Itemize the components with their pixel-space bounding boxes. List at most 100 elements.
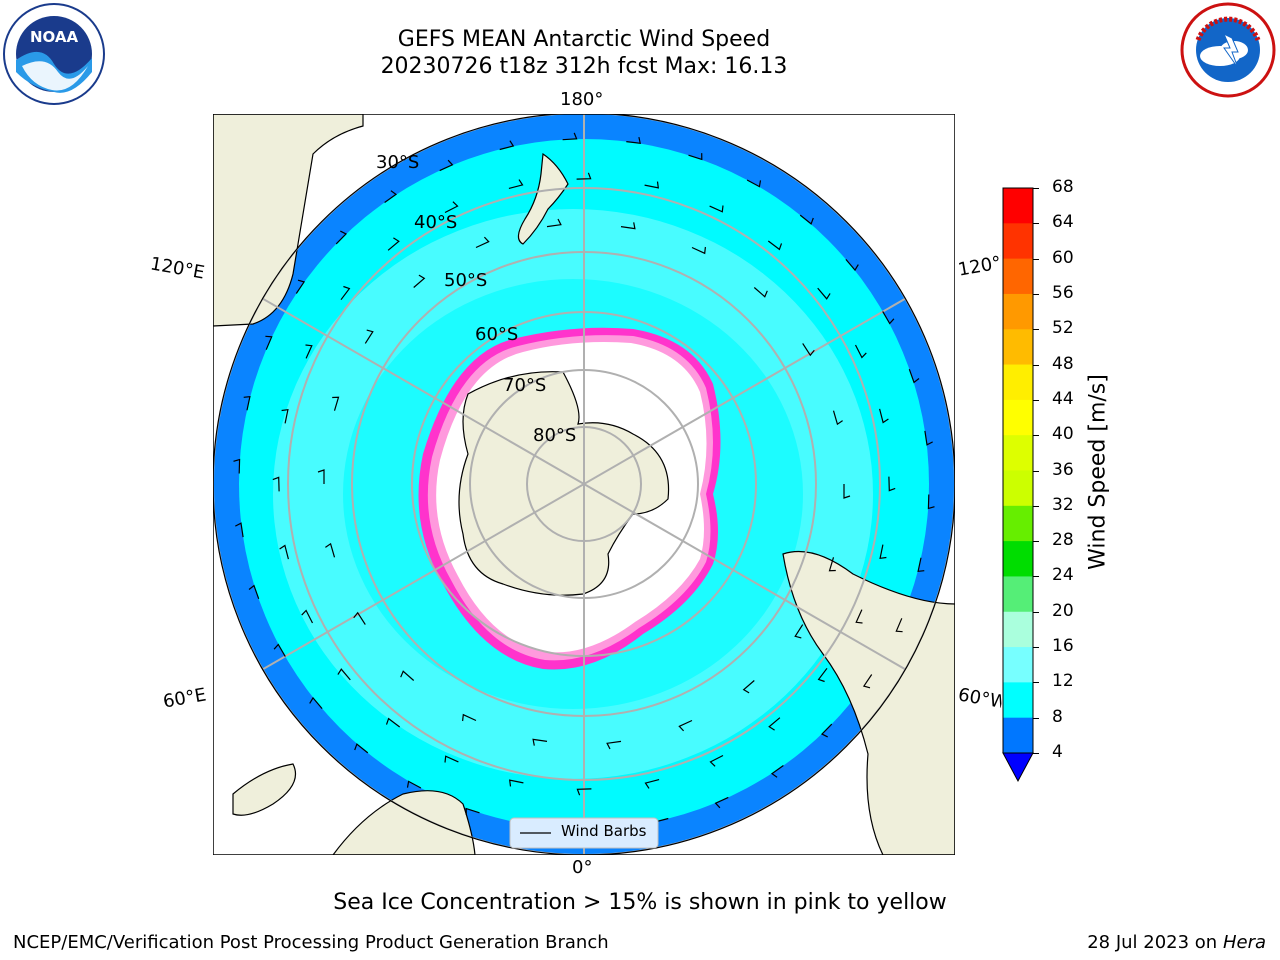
lon-label-120e: 120°E [148,253,207,284]
wind-barb [243,396,251,411]
lat-label-70s: 70°S [503,375,547,396]
colorbar-tick-label: 68 [1052,177,1074,197]
wind-barb [400,670,415,681]
footer-date: 28 Jul 2023 on [1087,932,1223,953]
colorbar-tick-label: 40 [1052,424,1074,445]
wind-barb [332,396,340,411]
wind-barb [444,201,459,214]
lat-label-50s: 50°S [444,270,488,291]
colorbar-segment [1003,647,1033,683]
wind-barb [439,159,454,172]
lon-label-180: 180° [560,89,604,110]
lat-label-80s: 80°S [533,425,577,446]
wind-barb [532,738,548,746]
lon-label-60w: 60°W [956,684,1004,713]
wind-barb [279,544,289,560]
colorbar-tick-label: 32 [1052,494,1074,515]
wind-barb [770,765,784,778]
wind-barb [413,274,426,288]
colorbar-segment [1003,611,1033,648]
lat-label-30s: 30°S [376,152,420,173]
colorbar-tick-label: 36 [1052,459,1074,480]
wind-barb [709,754,724,767]
colorbar-tick-mark [1033,576,1039,578]
wind-barb [817,667,828,683]
wind-barb [742,680,755,694]
colorbar-tick-label: 4 [1052,742,1063,762]
wind-barb [562,132,578,141]
wind-barb [499,140,515,151]
antarctic-map [213,114,955,855]
colorbar-tick-mark [1033,753,1039,754]
colorbar-tick-label: 44 [1052,388,1074,409]
wind-barb [817,287,831,300]
colorbar-tick-label: 28 [1052,530,1074,551]
wind-barb [265,335,273,350]
wind-barb [924,430,933,446]
wind-barb [879,544,887,560]
wind-barb [691,246,706,255]
colorbar-tick-mark [1033,611,1039,613]
land-madagascar [232,763,297,816]
sea-ice-caption: Sea Ice Concentration > 15% is shown in … [333,890,947,915]
chart-title-line1: GEFS MEAN Antarctic Wind Speed [397,27,771,52]
wind-barb [465,807,480,815]
wind-barb [606,740,622,750]
wind-barb [305,344,313,359]
colorbar-segment [1003,188,1033,224]
wind-barb [799,214,814,225]
wind-barb [843,484,851,499]
wind-barb [385,717,401,728]
wind-barb [746,179,762,188]
colorbar-tick-mark [1033,364,1039,366]
wind-barb [576,788,592,796]
colorbar-segment [1003,435,1033,471]
colorbar-segment [1003,293,1033,330]
colorbar-segment [1003,682,1033,719]
wind-barb [309,696,323,709]
chart-title-line2: 20230726 t18z 312h fcst Max: 16.13 [380,54,788,79]
colorbar-segment [1003,364,1033,401]
wind-barb [882,311,895,325]
wind-barb [281,408,289,424]
wind-barb [354,743,369,754]
wind-barb [845,259,859,272]
colorbar-tick-label: 56 [1052,282,1074,303]
colorbar-tick-label: 16 [1052,636,1074,657]
wind-barb [753,287,768,298]
wind-barb [387,237,400,251]
wind-barb [444,755,459,763]
colorbar-tick-mark [1033,470,1039,472]
wind-barb [714,796,729,809]
wind-barb [248,584,260,600]
colorbar-tick-label: 12 [1052,671,1074,692]
colorbar-segment [1003,541,1033,577]
wind-barb [340,285,351,301]
wind-barb [233,458,241,474]
colorbar-segment [1003,399,1033,436]
wind-barb [235,522,244,538]
wind-barb [301,609,314,624]
wind-barb [820,723,833,738]
colorbar-tick-mark [1033,329,1039,331]
wind-barb [353,611,366,625]
wind-barb [768,717,781,731]
colorbar-tick-mark [1033,682,1039,684]
wind-barb [908,368,920,384]
wind-barb [802,343,815,357]
colorbar-tick-label: 8 [1052,706,1063,727]
wind-barb [462,713,477,722]
wind-barb [917,557,925,572]
wind-barb [888,476,896,492]
wind-barb [644,779,660,789]
colorbar-segment [1003,223,1033,260]
wind-barb [832,410,843,426]
wind-barb [295,279,306,294]
wind-barb [767,240,783,251]
lon-label-120w: 120°W [956,252,1004,281]
colorbar-tick-mark [1033,258,1039,260]
colorbar-segment [1003,329,1033,366]
wind-barb [709,205,724,213]
colorbar-tick-mark [1033,647,1039,649]
colorbar-tick-mark [1033,435,1039,437]
